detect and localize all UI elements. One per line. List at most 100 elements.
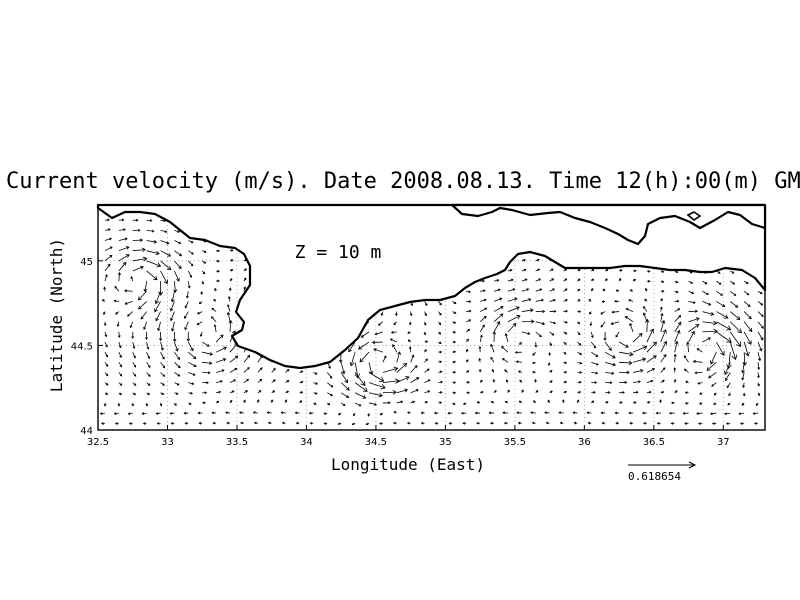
velocity-vector [146,362,151,368]
velocity-vector [698,422,703,425]
velocity-vector [660,280,665,283]
velocity-vector [392,344,398,353]
velocity-vector [285,369,290,373]
velocity-vector [396,351,401,363]
velocity-vector [157,321,161,332]
velocity-vector [299,380,304,384]
velocity-vector [728,392,731,397]
velocity-vector [629,421,633,425]
velocity-vector [698,402,703,405]
velocity-vector [532,370,536,374]
velocity-vector [146,260,162,268]
velocity-vector [688,280,694,284]
velocity-vector [354,392,367,399]
velocity-vector [132,256,148,262]
x-tick-label: 32.5 [87,437,109,448]
velocity-vector [563,331,568,335]
velocity-vector [674,290,679,294]
velocity-vector [132,265,144,272]
velocity-vector [281,421,286,425]
velocity-vector [533,400,537,404]
velocity-vector [478,357,482,363]
velocity-vector [710,412,717,416]
y-tick-labels: 44 44.5 45 [71,257,103,437]
velocity-vector [646,379,654,384]
velocity-vector [534,378,537,383]
velocity-vector [591,371,599,375]
velocity-vector [198,301,203,305]
velocity-vector [757,321,764,329]
velocity-vector [146,219,153,222]
velocity-vector [424,301,428,307]
velocity-vector [466,309,472,313]
velocity-vector [478,368,482,373]
velocity-vector [493,279,500,282]
velocity-vector [146,341,150,350]
velocity-vector [577,361,583,365]
velocity-vector [132,392,136,396]
velocity-vector [716,331,732,343]
velocity-vector [396,388,409,394]
velocity-vector [743,290,750,296]
velocity-vector [229,249,234,252]
velocity-vector [603,331,607,341]
velocity-vector [174,229,181,233]
velocity-vector [146,382,151,386]
velocity-vector [688,301,696,304]
velocity-vector [688,330,695,343]
velocity-vector [549,380,553,383]
velocity-vector [146,250,160,256]
velocity-vector [188,240,194,244]
velocity-vector [660,329,667,343]
velocity-vector [113,412,119,415]
velocity-vector [632,357,647,363]
velocity-vector [104,263,111,272]
velocity-vector [378,321,384,326]
velocity-vector [685,380,689,384]
velocity-vector [729,331,742,348]
velocity-vector [160,341,164,351]
velocity-vector [702,320,718,326]
velocity-vector [132,218,139,222]
velocity-vector [409,311,413,317]
velocity-vector [452,370,457,374]
velocity-vector [535,309,546,314]
velocity-vector [521,319,535,324]
velocity-vector [227,304,231,312]
velocity-vector [521,278,528,282]
velocity-vector [632,390,639,394]
velocity-vector [145,331,148,341]
velocity-vector [534,342,538,348]
velocity-vector [160,229,168,233]
velocity-vector [577,331,581,336]
velocity-vector [674,390,678,394]
velocity-vector [615,421,620,425]
velocity-vector [591,391,596,394]
velocity-vector [682,411,689,415]
velocity-vector [563,361,568,365]
velocity-vector [535,331,542,338]
velocity-vector [517,421,522,425]
velocity-vector [521,331,531,336]
velocity-vector [632,401,637,404]
velocity-vector [683,368,689,373]
velocity-vector [480,279,485,283]
velocity-vector [410,400,416,404]
velocity-vector [184,301,189,309]
velocity-vector [225,411,231,415]
velocity-vector [146,392,151,395]
velocity-vector [605,391,611,394]
velocity-vector [632,269,637,273]
velocity-vector [697,381,703,385]
velocity-vector [438,311,442,316]
velocity-vector [390,330,397,334]
velocity-vector [174,351,180,361]
velocity-vector [479,324,485,333]
x-tick-label: 33.5 [226,437,248,448]
velocity-vector [104,392,109,395]
velocity-vector [629,322,634,333]
velocity-vector [644,287,648,292]
velocity-vector [577,268,581,272]
velocity-vector [743,311,752,320]
